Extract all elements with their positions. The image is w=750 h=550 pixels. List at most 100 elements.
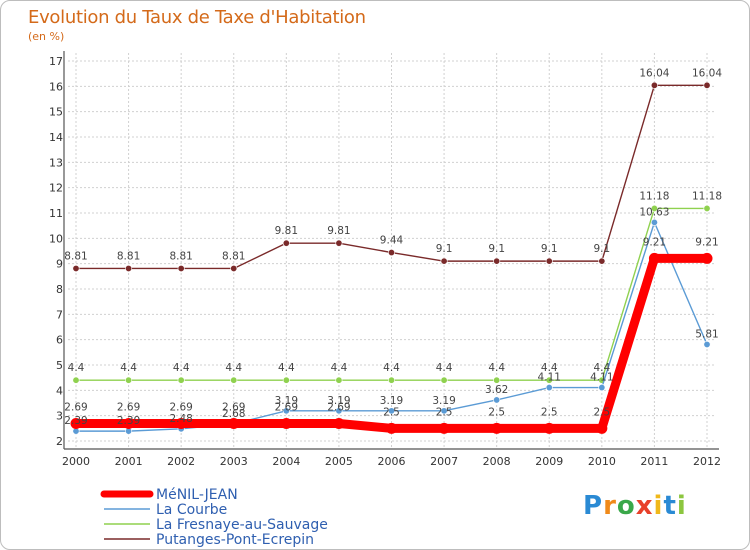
data-label: 5.81 — [695, 328, 718, 340]
x-tick-label: 2002 — [167, 455, 195, 468]
y-tick-label: 6 — [56, 334, 63, 347]
y-tick-label: 3 — [56, 410, 63, 423]
data-point — [282, 376, 290, 384]
data-label: 4.4 — [68, 362, 85, 374]
x-tick-label: 2006 — [378, 455, 406, 468]
data-point — [491, 422, 503, 434]
data-label: 8.81 — [169, 250, 192, 262]
data-point — [703, 81, 711, 89]
data-point — [703, 340, 711, 348]
x-tick-label: 2009 — [535, 455, 563, 468]
data-point — [650, 81, 658, 89]
logo-letter: o — [616, 491, 636, 521]
chart-subtitle: (en %) — [28, 30, 65, 43]
data-label: 2.68 — [222, 408, 245, 420]
data-point — [598, 384, 606, 392]
data-point — [230, 264, 238, 272]
data-label: 2.39 — [117, 415, 140, 427]
data-label: 16.04 — [692, 67, 722, 79]
legend-label: La Courbe — [156, 502, 227, 518]
data-point — [125, 376, 133, 384]
data-point — [440, 257, 448, 265]
logo-letter: t — [663, 491, 677, 521]
data-point — [650, 204, 658, 212]
data-point — [175, 418, 187, 430]
y-tick-label: 13 — [49, 156, 63, 169]
data-label: 2.5 — [541, 406, 558, 418]
data-label: 2.5 — [383, 406, 400, 418]
data-point — [493, 376, 501, 384]
data-point — [545, 257, 553, 265]
data-label: 4.4 — [541, 362, 558, 374]
data-point — [177, 264, 185, 272]
y-tick-label: 4 — [56, 384, 63, 397]
data-point — [493, 257, 501, 265]
data-label: 4.4 — [488, 362, 505, 374]
data-label: 4.4 — [173, 362, 190, 374]
data-label: 2.5 — [488, 406, 505, 418]
data-label: 2.5 — [593, 406, 610, 418]
data-label: 4.4 — [278, 362, 295, 374]
data-label: 4.11 — [590, 372, 613, 384]
y-tick-label: 7 — [56, 308, 63, 321]
data-point — [650, 218, 658, 226]
data-point — [177, 376, 185, 384]
data-point — [70, 418, 82, 430]
data-point — [493, 396, 501, 404]
data-point — [387, 376, 395, 384]
data-label: 8.81 — [222, 250, 245, 262]
data-point — [596, 422, 608, 434]
data-point — [440, 376, 448, 384]
legend-label: Putanges-Pont-Ecrepin — [156, 532, 314, 548]
logo-letter: P — [583, 491, 604, 521]
data-label: 4.4 — [331, 362, 348, 374]
data-point — [335, 239, 343, 247]
y-tick-label: 5 — [56, 359, 63, 372]
x-tick-label: 2003 — [220, 455, 248, 468]
data-label: 2.69 — [169, 402, 192, 414]
data-label: 4.11 — [538, 372, 561, 384]
y-tick-label: 12 — [49, 182, 63, 195]
data-label: 2.5 — [436, 406, 453, 418]
data-point — [282, 239, 290, 247]
data-label: 3.19 — [327, 395, 350, 407]
data-label: 11.18 — [639, 190, 669, 202]
data-label: 11.18 — [692, 190, 722, 202]
data-point — [545, 376, 553, 384]
data-point — [387, 407, 395, 415]
x-tick-label: 2012 — [693, 455, 721, 468]
data-point — [230, 376, 238, 384]
data-label: 3.19 — [432, 395, 455, 407]
data-label: 9.21 — [643, 236, 666, 248]
data-labels: 2.69 2.69 2.69 2.69 2.69 2.69 2.5 2.5 2.5 2.5 2.5 9… — [64, 67, 722, 427]
logo-letter: r — [603, 491, 617, 521]
data-label: 9.1 — [541, 243, 558, 255]
data-point — [282, 407, 290, 415]
data-point — [543, 422, 555, 434]
data-point — [72, 264, 80, 272]
logo-letter: x — [635, 491, 654, 521]
y-tick-label: 14 — [49, 131, 63, 144]
chart-title: Evolution du Taux de Taxe d'Habitation — [28, 7, 366, 28]
y-tick-label: 2 — [56, 435, 63, 448]
data-label: 2.69 — [327, 402, 350, 414]
data-label: 4.4 — [593, 362, 610, 374]
y-tick-label: 11 — [49, 207, 63, 220]
data-point — [545, 384, 553, 392]
data-label: 10.63 — [639, 206, 669, 218]
x-tick-label: 2001 — [115, 455, 143, 468]
data-point — [598, 257, 606, 265]
data-label: 9.1 — [593, 243, 610, 255]
x-tick-label: 2000 — [62, 455, 90, 468]
x-tick-label: 2010 — [588, 455, 616, 468]
data-label: 9.44 — [380, 235, 404, 247]
data-point — [335, 376, 343, 384]
x-tick-label: 2011 — [640, 455, 668, 468]
data-label: 2.69 — [64, 402, 87, 414]
x-tick-label: 2007 — [430, 455, 458, 468]
data-label: 2.69 — [222, 402, 245, 414]
data-label: 8.81 — [117, 250, 140, 262]
data-label: 3.62 — [485, 384, 508, 396]
data-label: 8.81 — [64, 250, 87, 262]
